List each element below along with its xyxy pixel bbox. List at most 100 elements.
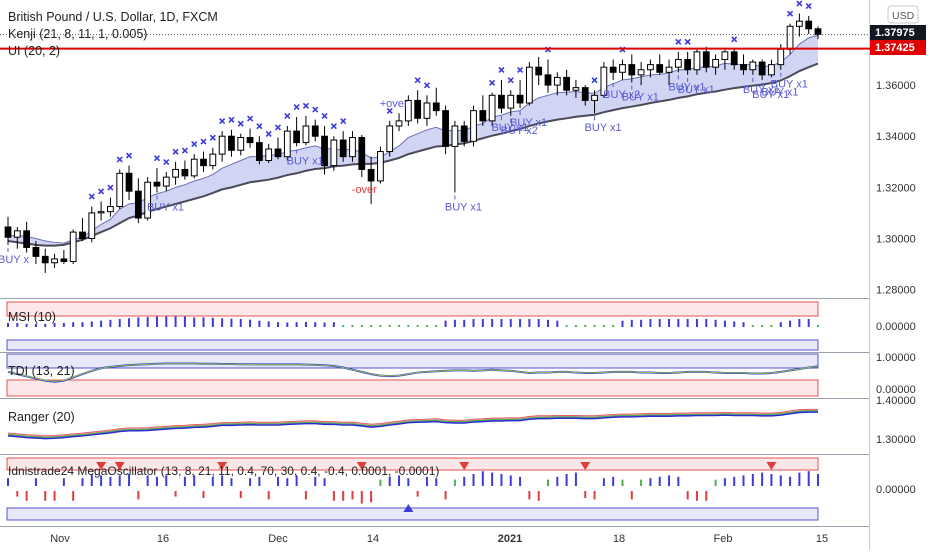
sell-cross-marker [284,112,291,120]
sell-cross-marker [153,155,161,162]
buy-label: BUY x1 [752,89,789,101]
bull-candle [488,94,496,122]
buy-label: BUY x1 [678,84,715,96]
bull-candle [423,102,431,119]
bear-candle [41,255,49,264]
sell-cross-marker [498,66,505,74]
bear-candle [134,190,142,219]
kenji-indicator-label[interactable]: Kenji (21, 8, 11, 1, 0.005) [8,27,147,41]
bear-candle [153,181,161,187]
sell-cross-marker [209,134,216,141]
bull-candle [302,125,310,144]
current-price-tag: 1.37975 [870,25,926,40]
over-label: -over [352,184,377,196]
price-tick-label: 1.34000 [876,131,916,143]
bull-candle [69,231,77,262]
time-axis[interactable]: Nov 16 Dec 14 2021 18 Feb 15 [50,533,828,545]
bear-candle [516,94,524,104]
sell-cross-marker [200,138,207,145]
bear-candle [246,136,254,144]
bull-candle [777,48,785,66]
sell-cross-marker [265,130,272,137]
sell-cross-marker [787,10,794,17]
msi-indicator-label[interactable]: MSI (10) [8,310,56,324]
ranger-indicator-label[interactable]: Ranger (20) [8,410,75,424]
sell-cross-marker [414,77,421,84]
bull-candle [749,61,757,71]
bull-candle [265,148,273,162]
bull-candle [190,158,198,177]
bull-candle [51,258,58,264]
bear-candle [321,135,328,167]
bull-candle [377,151,384,182]
bear-candle [758,61,766,76]
mega-indicator-label[interactable]: Idnistrade24 MegaOscillator (13, 8, 21, … [8,464,439,478]
bull-candle [600,66,608,96]
bear-candle [432,102,440,112]
bull-candle [591,94,598,101]
bull-candle [107,206,114,213]
bear-candle [544,74,552,86]
bull-candle [786,25,794,50]
bear-candle [730,51,738,66]
tdi-lines [7,362,819,383]
sell-cross-marker [237,120,244,127]
buy-label: BUY x1 [668,81,705,93]
bear-candle [4,226,12,238]
bull-candle [13,230,21,238]
bull-candle [451,125,459,147]
mega-sell-triangle [114,462,125,470]
bull-candle [386,125,394,153]
bear-candle [367,168,375,182]
symbol-title[interactable]: British Pound / U.S. Dollar, 1D, FXCM [8,10,218,24]
sell-cross-marker [517,66,524,74]
buy-label: BUY x1 [491,122,528,134]
sell-cross-marker [274,124,282,131]
sell-cross-marker [684,38,691,45]
price-tick-label: 1.32000 [876,182,916,194]
bear-candle [442,110,449,147]
sell-cross-marker [116,156,123,163]
bear-candle [684,59,692,71]
bull-candle [218,135,226,155]
bear-candle [460,125,468,142]
bull-candle [619,64,626,73]
sell-cross-marker [302,102,309,109]
sell-cross-marker [507,77,514,84]
sell-cross-marker [330,123,337,130]
tdi-indicator-label[interactable]: TDI (13, 21) [8,364,75,378]
sell-cross-marker [228,116,235,123]
buy-label: BUY x1 [761,86,798,98]
mega-axis: 0.00000 [876,484,916,496]
buy-label: BUY x1 [445,201,482,213]
sell-cross-marker [247,115,254,122]
time-tick-label: 18 [613,533,625,545]
currency-button[interactable]: USD [887,5,919,24]
sell-cross-marker [293,103,300,111]
buy-label: BUY x [0,254,29,266]
bull-candle [116,172,124,208]
current-price-label: 1.37975 [875,27,915,39]
mega-upper-band [6,457,819,471]
bull-candle [795,20,803,27]
bear-candle [358,136,366,170]
mega-sell-triangle [356,462,367,470]
buy-label: BUY x2 [501,125,538,137]
ranger-mid-line [7,410,818,438]
ranger-lines [7,408,818,440]
tdi-tick: 0.00000 [876,384,916,396]
ui-indicator-label[interactable]: UI (20, 2) [8,44,60,58]
mega-buy-triangle [403,504,414,512]
subpane-bands [6,301,819,521]
price-axis[interactable]: 1.36000 1.34000 1.32000 1.30000 1.28000 [876,80,916,297]
bull-candle [237,136,245,151]
time-tick-label: 2021 [498,533,522,545]
bear-candle [274,148,282,158]
bull-candle [637,69,645,76]
bull-candle [209,153,217,167]
sell-cross-marker [172,148,179,155]
time-tick-label: Dec [268,533,288,545]
bear-candle [60,258,68,262]
